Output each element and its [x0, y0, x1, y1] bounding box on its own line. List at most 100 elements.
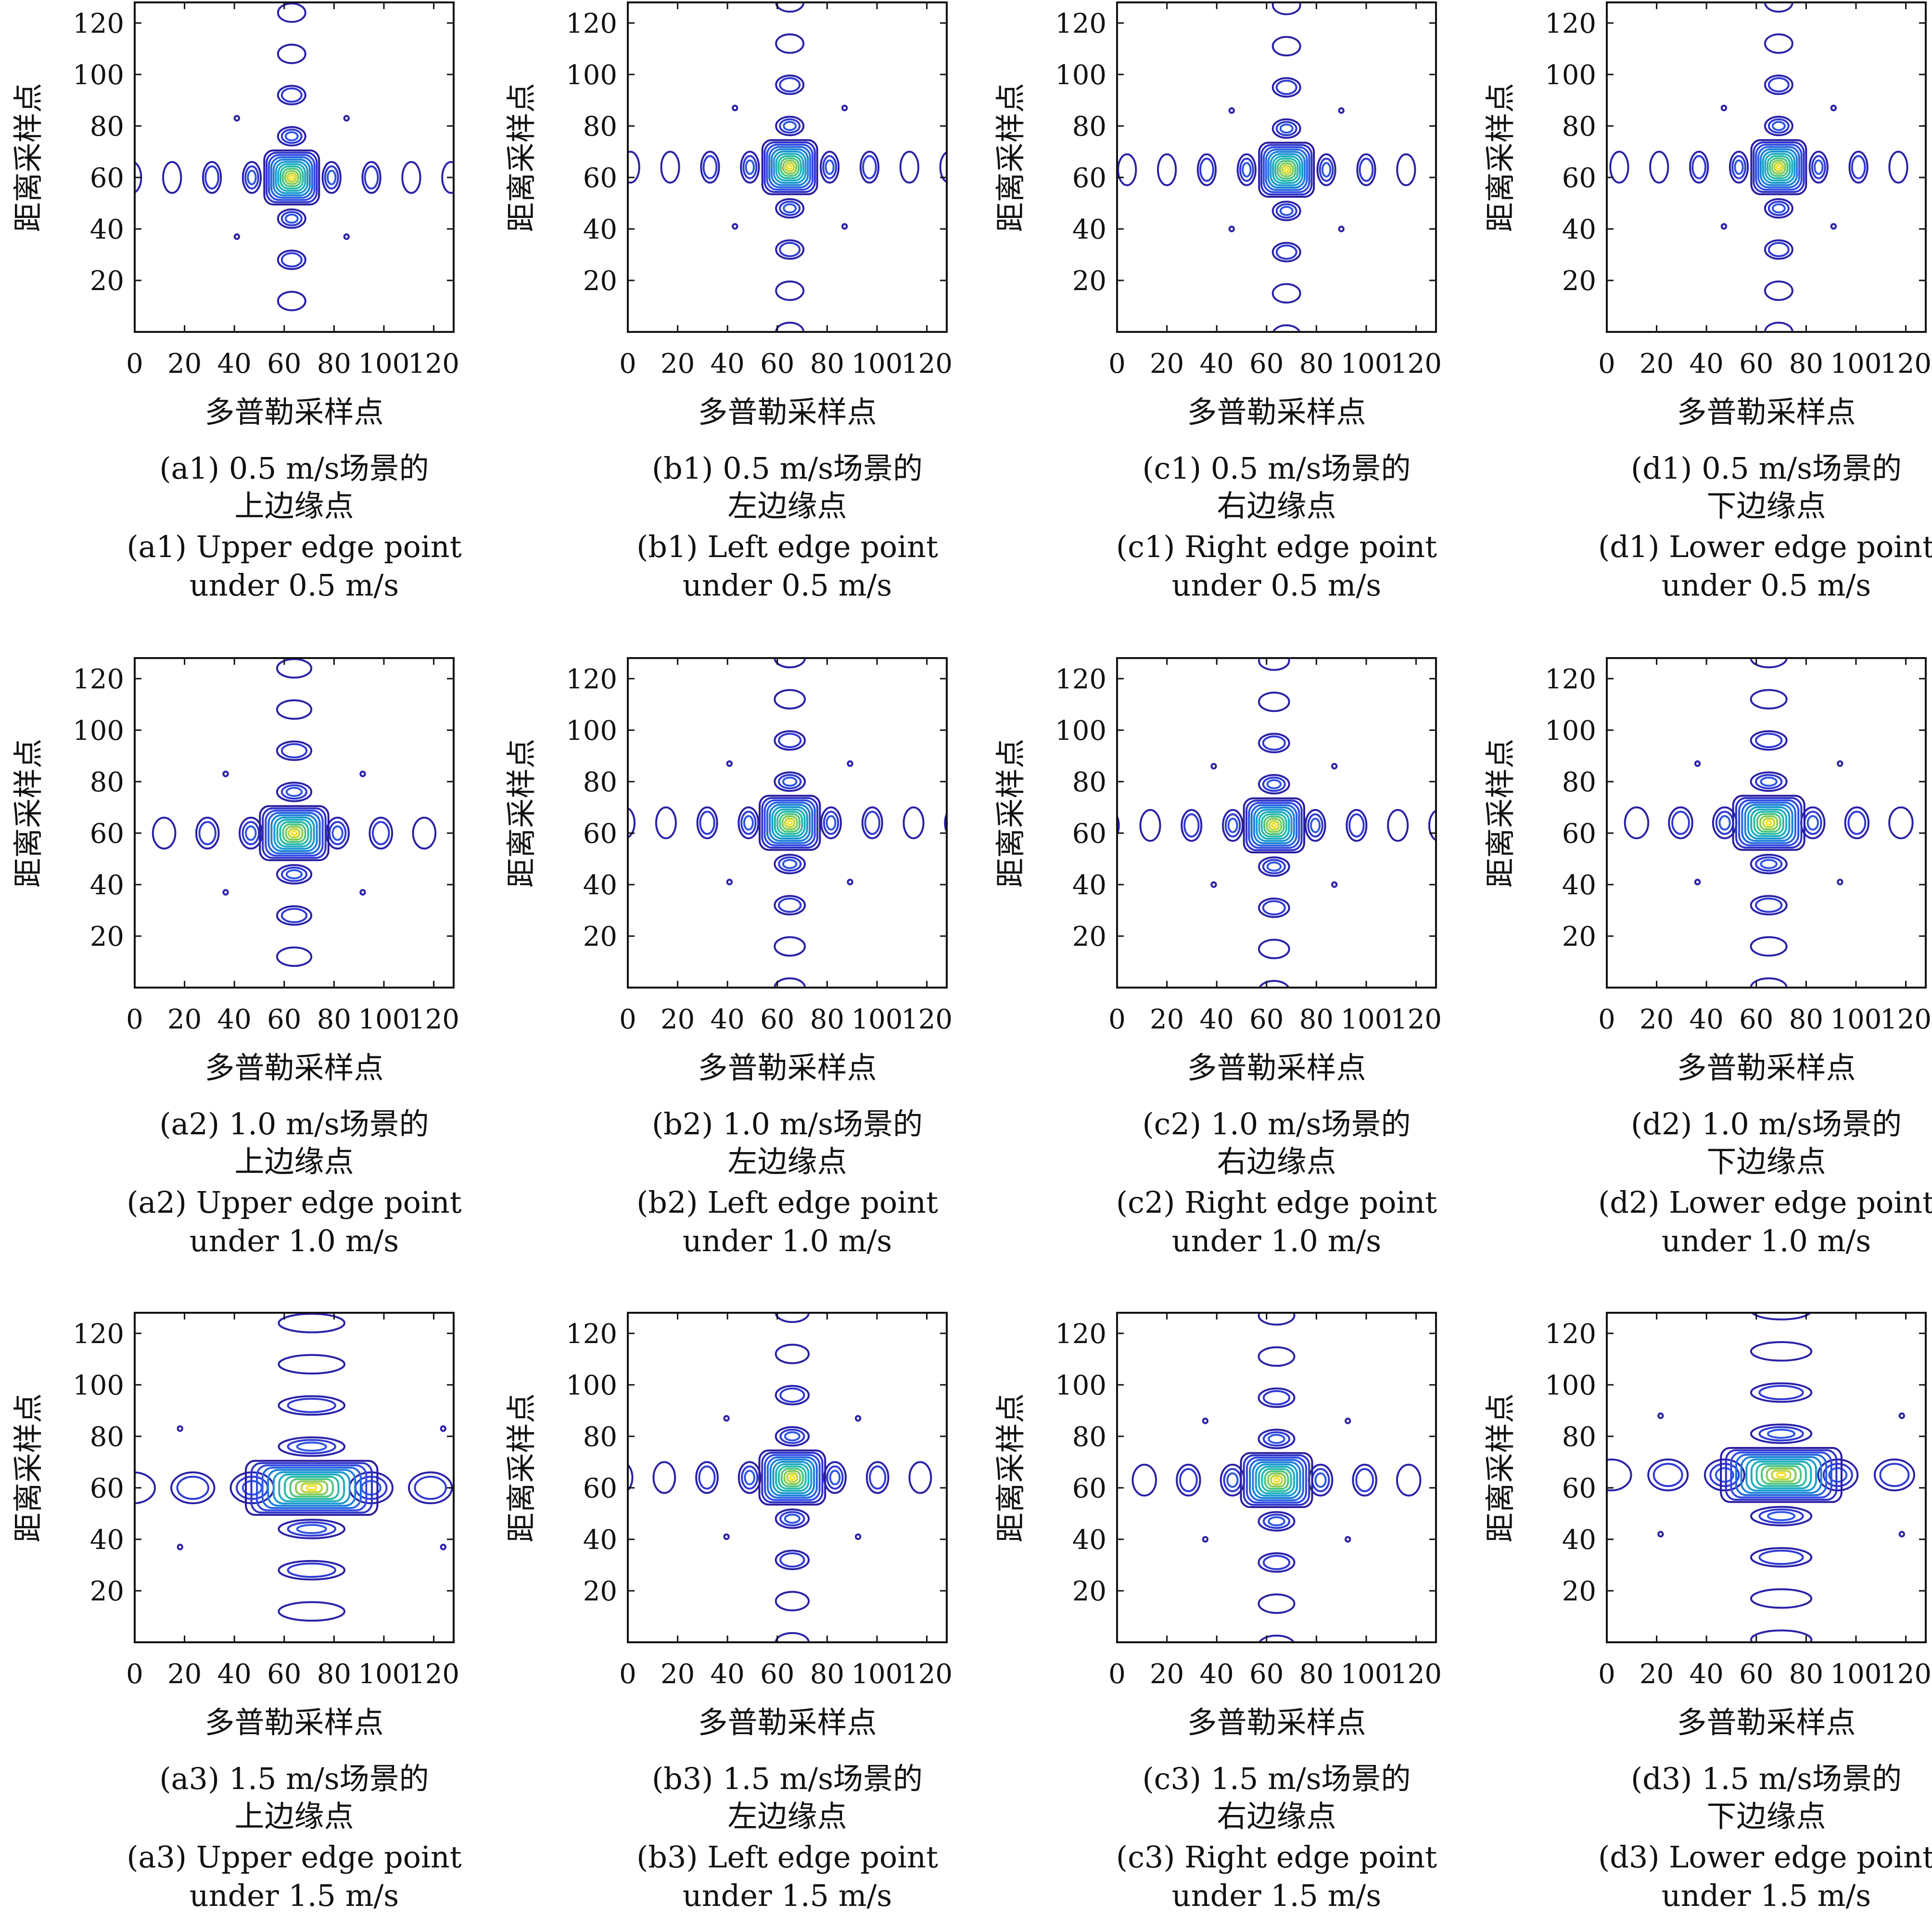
mainlobe-contour [277, 163, 306, 192]
diagonal-sidelobe-contour [222, 771, 229, 777]
plot-area [135, 1313, 453, 1622]
mainlobe-contour [281, 167, 302, 188]
axes-frame [1606, 1312, 1927, 1643]
mainlobe-contour [1732, 795, 1805, 851]
range-sidelobe-contour [1767, 77, 1790, 93]
range-sidelobe-contour [1767, 1511, 1796, 1522]
range-sidelobe-contour [278, 1519, 346, 1539]
range-sidelobe-contour [280, 743, 308, 759]
x-tick-label: 80 [1789, 1004, 1823, 1035]
y-tick-label: 60 [90, 818, 124, 850]
range-sidelobe-contour [1750, 1382, 1813, 1403]
doppler-sidelobe-contour [655, 806, 677, 839]
caption-zh-line1: (a1) 0.5 m/s场景的 [159, 451, 429, 486]
range-sidelobe-contour [1750, 853, 1788, 875]
doppler-sidelobe-contour [195, 816, 220, 850]
y-tick-label: 60 [1562, 818, 1596, 850]
plot-area [1131, 1313, 1422, 1642]
range-sidelobe-contour [280, 908, 308, 924]
axes-frame [627, 657, 948, 989]
y-tick-label: 120 [1055, 664, 1106, 695]
caption-zh-line2: 右边缘点 [1217, 1144, 1336, 1179]
range-sidelobe-contour [1266, 861, 1282, 872]
diagonal-sidelobe-contour [1694, 760, 1701, 767]
caption-zh-line1: (b1) 0.5 m/s场景的 [652, 451, 923, 486]
caption-en-line1: (b1) Left edge point [636, 529, 938, 564]
y-tick-label: 20 [583, 921, 617, 952]
range-sidelobe-contour [1764, 280, 1793, 301]
range-sidelobe-contour [1771, 121, 1786, 131]
x-tick-label: 0 [1598, 348, 1615, 380]
y-tick-label: 60 [1072, 818, 1106, 850]
range-sidelobe-contour [1764, 198, 1793, 219]
y-tick-label: 20 [1072, 921, 1106, 952]
caption-zh-line2: 左边缘点 [727, 1144, 847, 1179]
range-sidelobe-contour [1275, 244, 1297, 260]
mainlobe-contour [1256, 809, 1293, 842]
range-sidelobe-contour [1750, 1423, 1813, 1444]
mainlobe-contour [1747, 806, 1791, 839]
doppler-sidelobe-contour [441, 161, 454, 194]
mainlobe-contour [780, 157, 800, 177]
mainlobe-contour [289, 174, 295, 180]
range-sidelobe-contour [1272, 324, 1301, 332]
doppler-sidelobe-contour [1183, 813, 1200, 837]
doppler-sidelobe-contour [1181, 809, 1203, 842]
doppler-sidelobe-contour [820, 806, 842, 839]
y-tick-label: 40 [1562, 214, 1596, 245]
y-tick-label: 20 [90, 921, 124, 952]
x-tick-label: 100 [1830, 1659, 1882, 1690]
mainlobe-contour [1744, 804, 1793, 842]
range-sidelobe-contour [775, 1508, 810, 1529]
range-sidelobe-contour [280, 866, 308, 882]
y-tick-label: 80 [90, 111, 124, 142]
doppler-sidelobe-contour [1356, 153, 1376, 186]
range-sidelobe-contour [277, 43, 306, 64]
doppler-sidelobe-contour [1227, 817, 1238, 833]
diagonal-sidelobe-contour [1830, 104, 1837, 112]
mainlobe-contour [769, 1459, 815, 1497]
range-sidelobe-contour [1767, 241, 1790, 257]
mainlobe-contour [1263, 815, 1285, 836]
doppler-sidelobe-contour [204, 165, 219, 190]
range-sidelobe-contour [1258, 1387, 1296, 1408]
range-sidelobe-contour [278, 1436, 346, 1457]
x-tick-label: 20 [167, 1004, 202, 1035]
range-sidelobe-contour [285, 869, 303, 880]
x-tick-label: 60 [267, 1004, 301, 1035]
x-axis-label: 多普勒采样点 [1187, 1705, 1366, 1740]
y-axis-label: 距离采样点 [1483, 83, 1518, 232]
mainlobe-contour [1753, 141, 1805, 193]
mainlobe-contour [1245, 799, 1303, 851]
y-tick-label: 120 [1055, 8, 1106, 39]
doppler-sidelobe-contour [326, 169, 337, 186]
mainlobe-contour [1270, 153, 1304, 187]
mainlobe-contour [777, 155, 802, 179]
range-sidelobe-contour [1750, 730, 1788, 751]
x-tick-label: 40 [217, 1659, 252, 1690]
caption-en-line1: (d3) Lower edge point [1598, 1840, 1932, 1875]
doppler-sidelobe-contour [1348, 813, 1365, 837]
doppler-sidelobe-contour [1387, 809, 1409, 842]
range-sidelobe-contour [1767, 201, 1790, 216]
doppler-sidelobe-contour [331, 825, 343, 841]
doppler-sidelobe-contour [414, 1475, 447, 1500]
doppler-sidelobe-contour [740, 811, 757, 835]
x-tick-label: 120 [901, 1659, 953, 1690]
x-tick-label: 20 [1640, 1004, 1674, 1035]
diagonal-sidelobe-contour [1202, 1536, 1209, 1543]
diagonal-sidelobe-contour [841, 104, 848, 112]
x-tick-label: 120 [1390, 1004, 1442, 1035]
doppler-sidelobe-contour [1848, 151, 1868, 184]
caption-en-line2: under 1.0 m/s [1662, 1223, 1871, 1258]
caption-zh-line2: 下边缘点 [1706, 1799, 1826, 1834]
axes-frame [1116, 1, 1437, 333]
range-sidelobe-contour [775, 1384, 810, 1406]
axes-frame [134, 1, 455, 333]
diagonal-sidelobe-contour [359, 771, 366, 777]
range-sidelobe-contour [280, 252, 303, 268]
x-tick-label: 100 [852, 1004, 903, 1035]
doppler-sidelobe-contour [826, 1465, 844, 1490]
range-sidelobe-contour [1262, 776, 1286, 792]
panel-d1: 0 20 40 60 80 10012020406080100120多普勒采样点距离采样点… [1483, 1, 1932, 603]
